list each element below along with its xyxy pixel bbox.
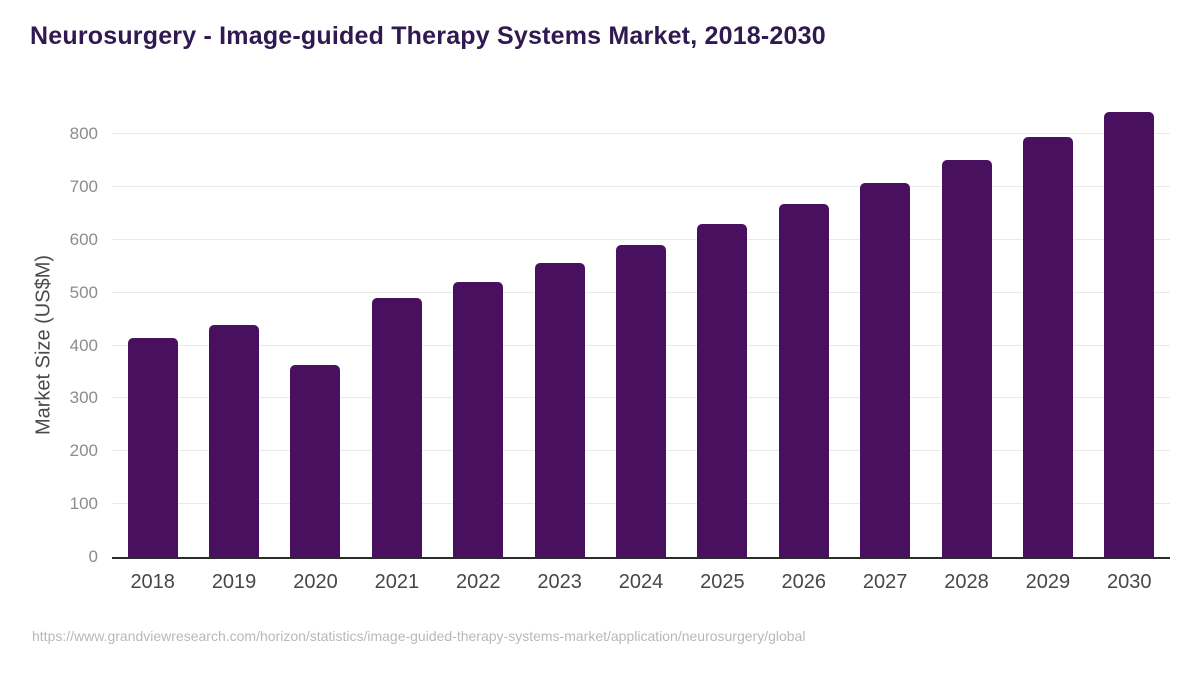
x-tick-label: 2029	[1025, 571, 1071, 593]
bar-2026	[778, 203, 829, 557]
bar-2030	[1104, 111, 1155, 557]
gridline	[112, 133, 1170, 134]
bar-2023	[534, 263, 585, 557]
x-tick-label: 2020	[293, 571, 338, 593]
x-tick-label: 2027	[862, 571, 908, 593]
x-tick-label: 2021	[374, 571, 420, 593]
bar-2028	[941, 160, 992, 557]
bar-2022	[453, 282, 504, 557]
y-tick-label: 400	[69, 335, 98, 355]
bar-2019	[209, 324, 260, 557]
y-tick-label: 100	[69, 494, 98, 514]
x-tick-label: 2028	[944, 571, 989, 593]
x-tick-label: 2024	[618, 571, 664, 593]
y-tick-label: 200	[69, 441, 98, 461]
bar-2029	[1022, 137, 1073, 557]
gridline	[112, 238, 1170, 240]
x-axis-ticks: 2018 2019 2020 2021 2022 2023 2024 2025 2026 2027…	[112, 570, 1170, 596]
x-tick-label: 2030	[1107, 571, 1152, 593]
y-tick-label: 300	[69, 388, 98, 408]
y-tick-label: 0	[88, 547, 98, 566]
bar-2024	[616, 244, 666, 557]
source-url: https://www.grandviewresearch.com/horizo…	[32, 628, 806, 644]
plot-area	[112, 111, 1170, 559]
y-tick-label: 600	[69, 229, 98, 249]
x-tick-label: 2018	[130, 571, 175, 593]
y-tick-label: 800	[69, 124, 98, 143]
bar-2020	[290, 365, 341, 557]
gridline	[112, 185, 1170, 187]
x-tick-label: 2023	[537, 571, 582, 593]
x-tick-label: 2019	[211, 571, 257, 593]
bar-2027	[860, 183, 911, 557]
x-tick-label: 2026	[781, 571, 827, 593]
bar-2021	[371, 297, 422, 557]
x-tick-label: 2025	[700, 571, 745, 593]
y-axis-ticks: 0 100 200 300 400 500 600 700 800	[0, 124, 98, 566]
x-tick-label: 2022	[455, 571, 501, 593]
y-tick-label: 500	[69, 282, 98, 302]
bar-2018	[127, 338, 178, 557]
y-tick-label: 700	[69, 176, 98, 196]
bar-2025	[697, 223, 748, 557]
chart-title: Neurosurgery - Image-guided Therapy Syst…	[30, 22, 826, 50]
